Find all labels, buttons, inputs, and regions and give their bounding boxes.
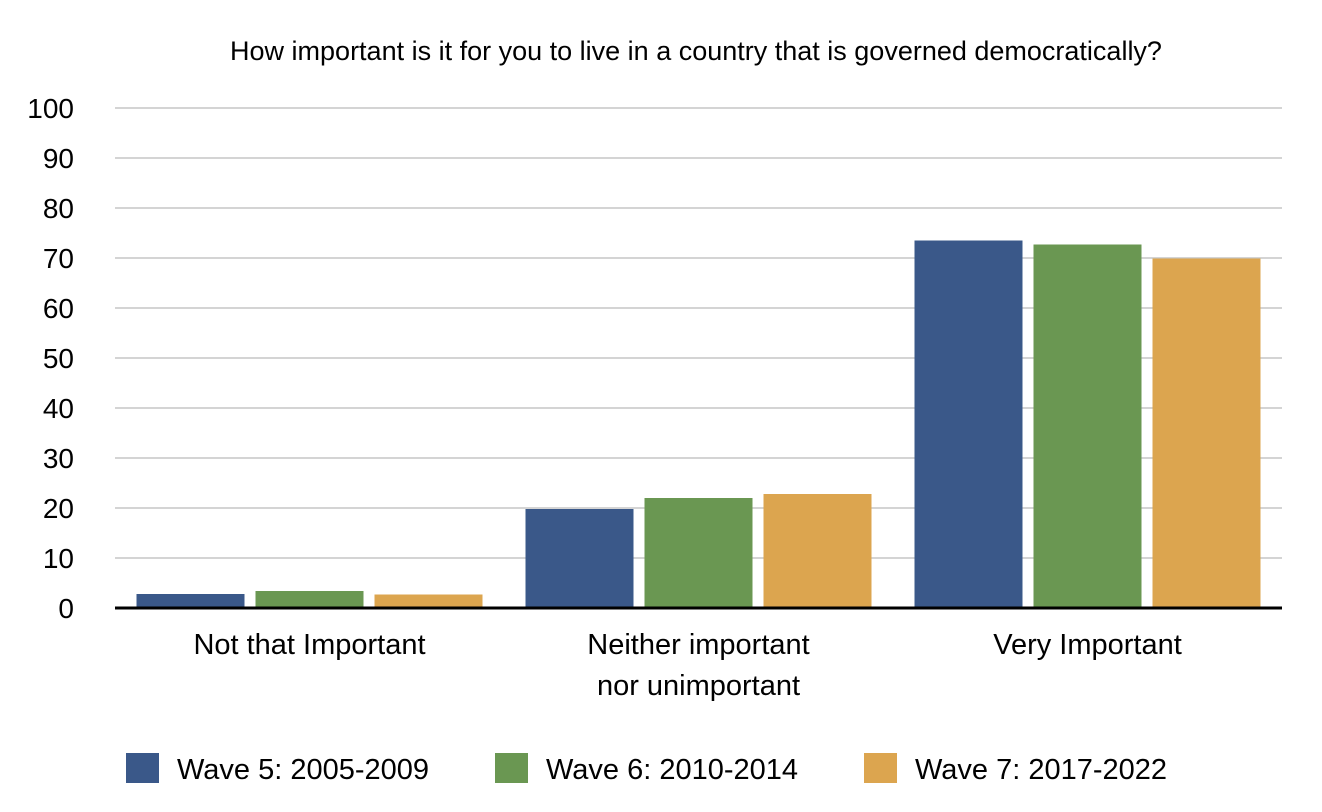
x-axis-labels: Not that Important Neither important nor u… bbox=[193, 629, 1181, 702]
y-axis-ticks: 0 10 20 30 40 50 60 70 80 90 100 bbox=[27, 93, 74, 624]
bars bbox=[136, 240, 1261, 608]
y-tick-label: 10 bbox=[43, 543, 74, 574]
y-tick-label: 40 bbox=[43, 393, 74, 424]
y-tick-label: 50 bbox=[43, 343, 74, 374]
legend-swatch bbox=[126, 753, 159, 783]
x-category-label: Very Important bbox=[993, 629, 1182, 661]
y-tick-label: 90 bbox=[43, 143, 74, 174]
bar bbox=[255, 591, 364, 608]
bar bbox=[644, 498, 753, 608]
legend-label: Wave 7: 2017-2022 bbox=[915, 754, 1167, 786]
chart-title: How important is it for you to live in a… bbox=[230, 36, 1162, 66]
y-tick-label: 20 bbox=[43, 493, 74, 524]
bar bbox=[1152, 258, 1261, 608]
y-tick-label: 70 bbox=[43, 243, 74, 274]
x-category-label: Neither important bbox=[587, 629, 809, 661]
bar bbox=[136, 594, 245, 608]
legend-label: Wave 6: 2010-2014 bbox=[546, 754, 798, 786]
bar bbox=[525, 509, 634, 608]
legend-label: Wave 5: 2005-2009 bbox=[177, 754, 429, 786]
bar bbox=[1033, 244, 1142, 608]
y-tick-label: 60 bbox=[43, 293, 74, 324]
bar bbox=[374, 594, 483, 608]
legend: Wave 5: 2005-2009 Wave 6: 2010-2014 Wave 7… bbox=[126, 753, 1167, 786]
x-category-label: nor unimportant bbox=[597, 670, 800, 702]
bar bbox=[763, 494, 872, 608]
legend-swatch bbox=[495, 753, 528, 783]
legend-swatch bbox=[864, 753, 897, 783]
y-tick-label: 0 bbox=[58, 593, 74, 624]
bar bbox=[914, 240, 1023, 608]
x-category-label: Not that Important bbox=[193, 629, 425, 661]
y-tick-label: 30 bbox=[43, 443, 74, 474]
y-tick-label: 100 bbox=[27, 93, 74, 124]
gridlines bbox=[115, 107, 1282, 559]
y-tick-label: 80 bbox=[43, 193, 74, 224]
